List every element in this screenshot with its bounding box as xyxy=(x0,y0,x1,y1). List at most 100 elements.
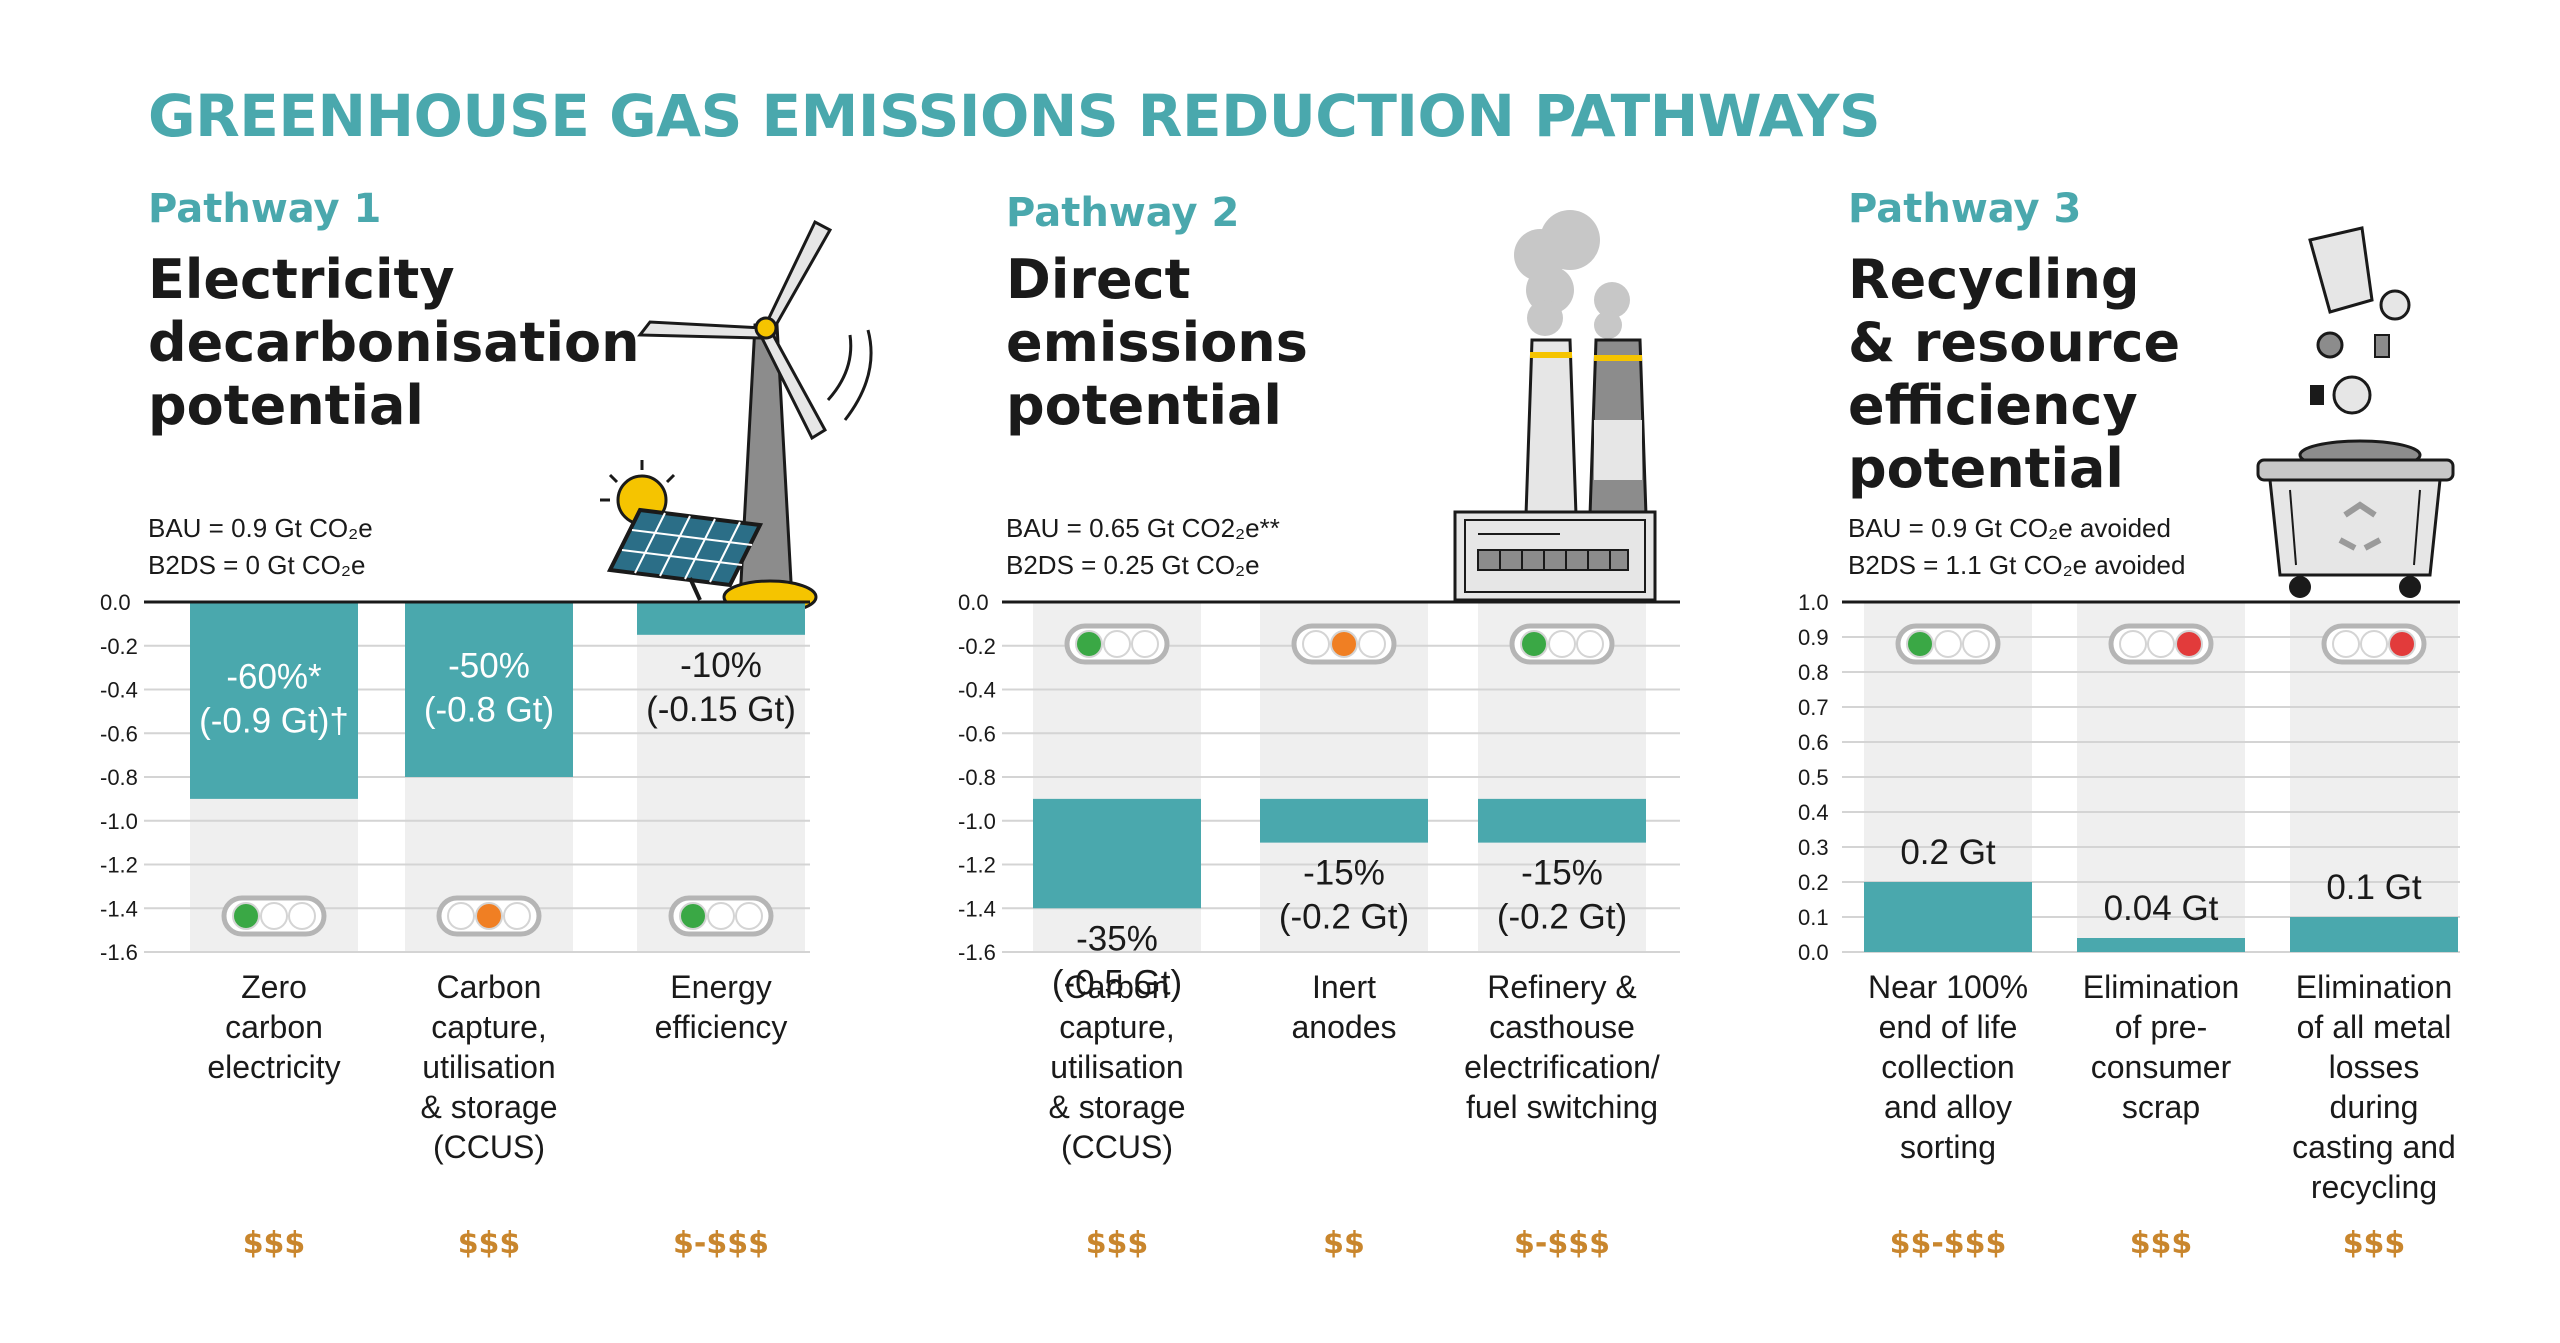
y-tick-label: -0.6 xyxy=(100,721,138,746)
y-tick-label: 0.5 xyxy=(1798,765,1829,790)
pathway-3-bau: BAU = 0.9 Gt CO₂e avoided xyxy=(1848,513,2171,543)
y-tick-label: 0.0 xyxy=(1798,940,1829,965)
data-label: -35% xyxy=(1076,919,1158,958)
category-label: Carbon xyxy=(437,969,542,1005)
pathway-1-title: Electricity decarbonisation potential xyxy=(148,248,640,437)
bar xyxy=(1260,798,1428,843)
y-tick-label: -1.0 xyxy=(100,809,138,834)
data-label: (-0.5 Gt) xyxy=(1052,963,1182,1002)
cost-indicator: $$-$$$ xyxy=(1890,1226,2007,1261)
category-label: casting and xyxy=(2292,1129,2456,1165)
y-tick-label: 0.0 xyxy=(100,590,131,615)
y-tick-label: -1.6 xyxy=(958,940,996,965)
data-label: (-0.15 Gt) xyxy=(646,690,796,729)
y-tick-label: 0.4 xyxy=(1798,800,1829,825)
category-label: (CCUS) xyxy=(433,1129,545,1165)
category-label: Zero xyxy=(241,969,307,1005)
pathway-2-label: Pathway 2 xyxy=(1006,190,1240,236)
category-label: anodes xyxy=(1292,1009,1397,1045)
y-tick-label: 0.3 xyxy=(1798,835,1829,860)
cost-indicator: $$$ xyxy=(2130,1226,2193,1261)
category-label: sorting xyxy=(1900,1129,1996,1165)
traffic-light xyxy=(2108,623,2214,665)
traffic-light xyxy=(436,895,542,937)
traffic-light xyxy=(1509,623,1615,665)
pathway-3-b2ds: B2DS = 1.1 Gt CO₂e avoided xyxy=(1848,550,2186,580)
y-tick-label: 0.9 xyxy=(1798,625,1829,650)
recycling-bin-icon xyxy=(2256,226,2455,598)
bar xyxy=(190,602,358,799)
traffic-light xyxy=(2321,623,2427,665)
category-label: collection xyxy=(1881,1049,2014,1085)
category-label: utilisation xyxy=(422,1049,555,1085)
data-label: -50% xyxy=(448,647,530,686)
y-tick-label: 0.1 xyxy=(1798,905,1829,930)
category-label: carbon xyxy=(225,1009,323,1045)
pathway-2-title-line: emissions xyxy=(1006,311,1308,374)
category-label: Energy xyxy=(670,969,771,1005)
category-label: Near 100% xyxy=(1868,969,2028,1005)
chart-2: 0.0 -0.2 -0.4 -0.6 -0.8 -1.0 -1.2 -1.4 -1.6 -35% (… xyxy=(958,590,1680,1261)
data-label: -60%* xyxy=(226,657,322,696)
category-label: and alloy xyxy=(1884,1089,2012,1125)
category-label: during xyxy=(2330,1089,2419,1125)
category-label: losses xyxy=(2329,1049,2420,1085)
category-label: Elimination xyxy=(2296,969,2453,1005)
y-tick-label: -0.2 xyxy=(958,634,996,659)
category-label: & storage xyxy=(421,1089,558,1125)
traffic-light xyxy=(1895,623,2001,665)
category-label: electrification/ xyxy=(1464,1049,1660,1085)
data-label: 0.1 Gt xyxy=(2326,868,2422,907)
bar xyxy=(405,602,573,777)
cost-indicator: $-$$$ xyxy=(673,1226,769,1261)
y-tick-label: 0.6 xyxy=(1798,730,1829,755)
cost-indicator: $$ xyxy=(1323,1226,1365,1261)
y-tick-label: -0.2 xyxy=(100,634,138,659)
pathway-1-title-line: decarbonisation xyxy=(148,311,640,374)
category-label: of all metal xyxy=(2297,1009,2452,1045)
category-label: (CCUS) xyxy=(1061,1129,1173,1165)
cost-indicator: $$$ xyxy=(243,1226,306,1261)
category-label: consumer xyxy=(2091,1049,2232,1085)
chart-1: 0.0 -0.2 -0.4 -0.6 -0.8 -1.0 -1.2 -1.4 -1.6 -60%*… xyxy=(100,590,810,1261)
category-label: utilisation xyxy=(1050,1049,1183,1085)
category-label: capture, xyxy=(1059,1009,1175,1045)
y-tick-label: -0.6 xyxy=(958,721,996,746)
traffic-light xyxy=(1291,623,1397,665)
chart-3: 1.0 0.9 0.8 0.7 0.6 0.5 0.4 0.3 0.2 0.1 0.0 0.2 Gt N… xyxy=(1798,590,2460,1261)
category-label: casthouse xyxy=(1489,1009,1635,1045)
data-label: (-0.2 Gt) xyxy=(1497,898,1627,937)
wind-turbine-solar-panel-icon xyxy=(600,219,873,615)
y-tick-label: -1.2 xyxy=(958,853,996,878)
factory-smokestacks-icon xyxy=(1453,210,1657,602)
bar xyxy=(2290,917,2458,952)
bar xyxy=(1478,798,1646,843)
category-label: capture, xyxy=(431,1009,547,1045)
pathway-1-bau: BAU = 0.9 Gt CO₂e xyxy=(148,513,373,543)
y-tick-label: -0.8 xyxy=(958,765,996,790)
data-label: -15% xyxy=(1521,854,1603,893)
y-tick-label: -1.4 xyxy=(100,896,138,921)
traffic-light xyxy=(668,895,774,937)
cost-indicator: $$$ xyxy=(458,1226,521,1261)
category-label: Refinery & xyxy=(1487,969,1636,1005)
y-tick-label: 0.0 xyxy=(958,590,989,615)
y-tick-label: -1.2 xyxy=(100,853,138,878)
category-label: Elimination xyxy=(2083,969,2240,1005)
bar xyxy=(2077,938,2245,952)
category-label: & storage xyxy=(1049,1089,1186,1125)
pathway-3-title-line: Recycling xyxy=(1848,248,2140,311)
pathway-1-title-line: Electricity xyxy=(148,248,455,311)
data-label: 0.04 Gt xyxy=(2104,889,2219,928)
pathway-2-title: Direct emissions potential xyxy=(1006,248,1308,437)
data-label: (-0.2 Gt) xyxy=(1279,898,1409,937)
page-title: GREENHOUSE GAS EMISSIONS REDUCTION PATHW… xyxy=(148,82,1881,150)
pathway-3-title-line: efficiency xyxy=(1848,374,2138,437)
bar xyxy=(637,602,805,635)
pathway-3-title: Recycling & resource efficiency potentia… xyxy=(1848,248,2180,500)
y-tick-label: -1.0 xyxy=(958,809,996,834)
category-label: scrap xyxy=(2122,1089,2200,1125)
category-label: electricity xyxy=(207,1049,340,1085)
pathway-2-title-line: Direct xyxy=(1006,248,1191,311)
